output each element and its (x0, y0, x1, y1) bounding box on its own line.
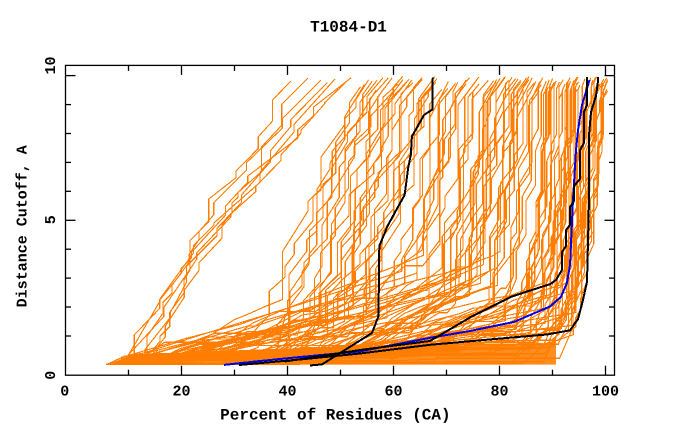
svg-text:0: 0 (60, 383, 69, 400)
svg-text:0: 0 (43, 371, 60, 380)
svg-text:Distance Cutoff, A: Distance Cutoff, A (14, 145, 31, 307)
svg-text:T1084-D1: T1084-D1 (310, 19, 387, 37)
svg-text:40: 40 (278, 383, 296, 400)
svg-text:60: 60 (384, 383, 402, 400)
svg-text:10: 10 (43, 56, 60, 74)
svg-text:20: 20 (172, 383, 190, 400)
svg-text:100: 100 (592, 383, 619, 400)
svg-text:5: 5 (43, 215, 60, 224)
svg-text:80: 80 (490, 383, 508, 400)
svg-text:Percent of Residues (CA): Percent of Residues (CA) (220, 407, 450, 425)
